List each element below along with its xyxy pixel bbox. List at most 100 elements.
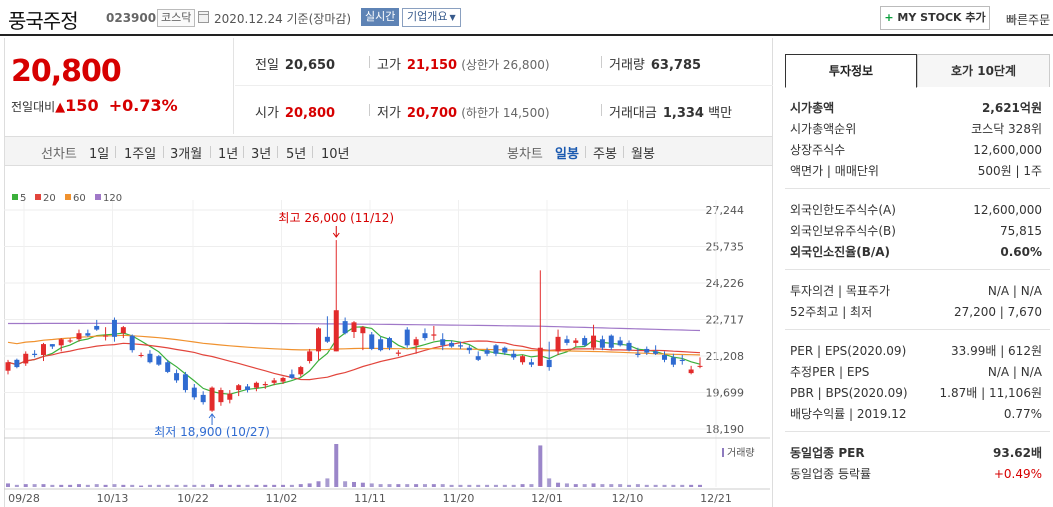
volume-bar (396, 484, 401, 487)
price-chart[interactable]: 27,244 25,735 24,226 22,717 21,208 19,699 18,1… (0, 140, 770, 507)
amount-unit: 백만 (708, 106, 733, 121)
volume-bar (449, 484, 454, 487)
info-row: 투자의견 | 목표주가 N/A | N/A (785, 281, 1050, 302)
candle (174, 373, 180, 381)
info-key: 동일업종 등락률 (790, 467, 872, 481)
info-value: +0.49% (993, 467, 1042, 481)
period-5y[interactable]: 5년 (286, 147, 307, 162)
volume-bar (254, 484, 259, 487)
volume-label: 거래량 (727, 447, 755, 459)
line-chart-label: 선차트 (41, 147, 77, 162)
chevron-down-icon: ▼ (449, 13, 456, 22)
candle-daily[interactable]: 일봉 (555, 147, 579, 162)
candle (475, 356, 481, 360)
tab-investment-info[interactable]: 투자정보 (785, 54, 917, 88)
candle (94, 325, 100, 330)
volume-bar (369, 483, 374, 487)
volume-bar (183, 484, 188, 487)
candle (564, 339, 570, 343)
candle (103, 335, 109, 337)
candle (191, 387, 197, 398)
volume-bar (6, 483, 10, 487)
period-1d[interactable]: 1일 (89, 147, 110, 162)
volume-bar (201, 484, 206, 487)
volume-bar (618, 484, 623, 487)
volume-bar (609, 484, 614, 487)
volume-bar (556, 482, 561, 487)
low-label: 저가 (377, 106, 401, 121)
candle (298, 367, 304, 375)
candle (555, 336, 561, 352)
volume-bar (352, 481, 356, 487)
candle (679, 359, 685, 362)
info-key: 52주최고 | 최저 (790, 305, 873, 319)
info-row: 외국인보유주식수(B) 75,815 (785, 221, 1050, 242)
volume-bar (422, 484, 427, 487)
min-arrow-head (208, 413, 216, 419)
candle (431, 334, 437, 336)
candle (582, 338, 588, 346)
low-price: 저가 20,700 (하한가 14,500) (377, 102, 550, 121)
realtime-button[interactable]: 실시간 (361, 8, 400, 26)
candle (289, 374, 295, 378)
candle (156, 356, 162, 365)
info-value: 27,200 | 7,670 (953, 305, 1042, 319)
volume-bar (156, 484, 161, 487)
volume-bar (458, 484, 463, 487)
max-annotation: 최고 26,000 (11/12) (278, 211, 394, 225)
prev-label: 전일 (255, 58, 279, 73)
company-overview-dropdown[interactable]: 기업개요 ▼ (402, 8, 461, 27)
candle (484, 350, 490, 354)
period-1y[interactable]: 1년 (218, 147, 239, 162)
volume-bar (218, 484, 223, 487)
quote-panel: 20,800 전일대비▲150 +0.73% 전일 20,650 고가 21,150… (4, 38, 773, 507)
amount-label: 거래대금 (609, 106, 657, 121)
volume-bar (298, 484, 303, 487)
info-value: 0.77% (1003, 407, 1042, 421)
info-key: 상장주식수 (790, 143, 846, 157)
volume-bar (112, 484, 117, 487)
period-10y[interactable]: 10년 (321, 147, 350, 162)
candle (200, 394, 206, 403)
volume-bar (627, 484, 632, 487)
candle-monthly[interactable]: 월봉 (631, 147, 655, 162)
volume-bar (103, 484, 108, 487)
info-value: 75,815 (1000, 224, 1042, 238)
candle (209, 387, 215, 411)
quote-stats: 전일 20,650 고가 21,150 (상한가 26,800) 거래량 63,785… (235, 38, 773, 134)
volume-bar (547, 478, 552, 487)
candle (573, 340, 579, 343)
prev-value: 20,650 (284, 58, 336, 73)
volume-bar (130, 484, 135, 487)
volume-bar (23, 484, 28, 487)
open-price: 시가 20,800 (255, 102, 335, 121)
volume-bar (564, 483, 569, 487)
candle-weekly[interactable]: 주봉 (593, 147, 617, 162)
y-tick-label: 27,244 (706, 204, 745, 217)
tab-order-book[interactable]: 호가 10단계 (917, 54, 1050, 87)
volume-bar (139, 485, 144, 487)
info-value: 12,600,000 (973, 143, 1042, 157)
candle (608, 335, 614, 348)
quick-order-link[interactable]: 빠른주문 (1006, 13, 1051, 27)
period-1w[interactable]: 1주일 (124, 147, 157, 162)
info-key: 외국인한도주식수(A) (790, 203, 896, 217)
candle (644, 348, 650, 353)
period-3y[interactable]: 3년 (251, 147, 272, 162)
candle (369, 334, 375, 349)
info-value: 33.99배 | 612원 (950, 344, 1042, 358)
my-stock-add-button[interactable]: + MY STOCK 추가 (880, 6, 990, 30)
volume-bar (538, 445, 543, 487)
change-value: 150 (65, 96, 99, 115)
candle (670, 357, 676, 365)
volume-bar (174, 484, 179, 487)
legend-swatch (12, 194, 18, 200)
change-label: 전일대비 (11, 100, 56, 114)
y-tick-label: 18,190 (706, 423, 745, 436)
period-3m[interactable]: 3개월 (170, 147, 203, 162)
info-table: 시가총액 2,621억원 시가총액순위 코스닥 328위 상장주식수 12,600,000… (785, 98, 1050, 485)
up-triangle-icon: ▲ (55, 100, 66, 115)
volume-bar (493, 484, 498, 487)
info-value: 93.62배 (993, 446, 1042, 460)
candle (324, 336, 330, 342)
